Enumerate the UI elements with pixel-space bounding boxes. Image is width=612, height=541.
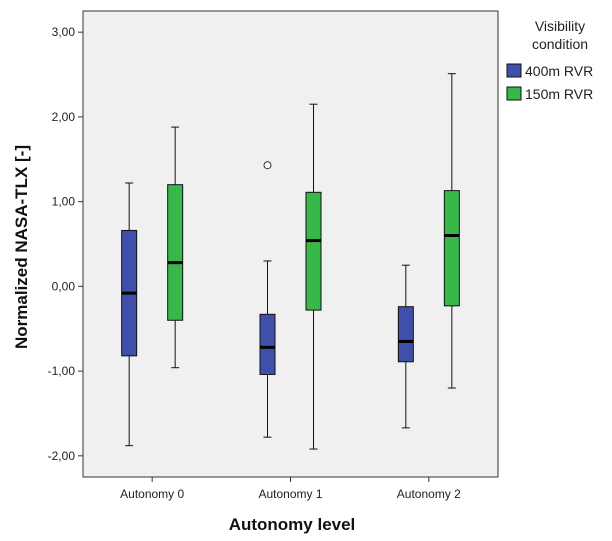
- x-axis-title: Autonomy level: [229, 515, 356, 534]
- legend-label-150m: 150m RVR: [525, 86, 593, 102]
- legend-label-400m: 400m RVR: [525, 63, 593, 79]
- y-tick-label: 0,00: [52, 279, 76, 293]
- x-axis: Autonomy 0 Autonomy 1 Autonomy 2: [120, 477, 461, 501]
- legend-swatch-150m: [506, 86, 522, 101]
- box-body: [259, 313, 276, 375]
- box-0-1: [259, 161, 276, 438]
- box-1-2: [443, 73, 460, 389]
- box-body: [305, 191, 322, 311]
- x-tick-label: Autonomy 2: [397, 487, 461, 501]
- x-tick-label: Autonomy 0: [120, 487, 184, 501]
- x-tick-label: Autonomy 1: [258, 487, 322, 501]
- outlier-point: [263, 161, 272, 170]
- legend-title-line-1: Visibility: [535, 18, 585, 34]
- box-series: [121, 73, 460, 450]
- y-tick-label: -2,00: [48, 449, 76, 463]
- box-body: [397, 306, 414, 363]
- y-tick-label: 2,00: [52, 110, 76, 124]
- box-body: [167, 184, 184, 321]
- box-0-0: [121, 182, 138, 447]
- y-tick-label: 1,00: [52, 195, 76, 209]
- box-1-1: [305, 103, 322, 450]
- box-0-2: [397, 264, 414, 429]
- legend-swatch-400m: [506, 63, 522, 78]
- legend-title-line-2: condition: [532, 36, 588, 52]
- box-body: [443, 190, 460, 307]
- y-tick-label: -1,00: [48, 364, 76, 378]
- plot-background: [82, 10, 499, 478]
- box-1-0: [167, 126, 184, 369]
- y-tick-label: 3,00: [52, 25, 76, 39]
- y-axis-title: Normalized NASA-TLX [-]: [12, 145, 31, 349]
- y-axis: -2,00 -1,00 0,00 1,00 2,00 3,00: [48, 25, 83, 463]
- legend: Visibility condition 400m RVR 150m RVR: [506, 18, 593, 102]
